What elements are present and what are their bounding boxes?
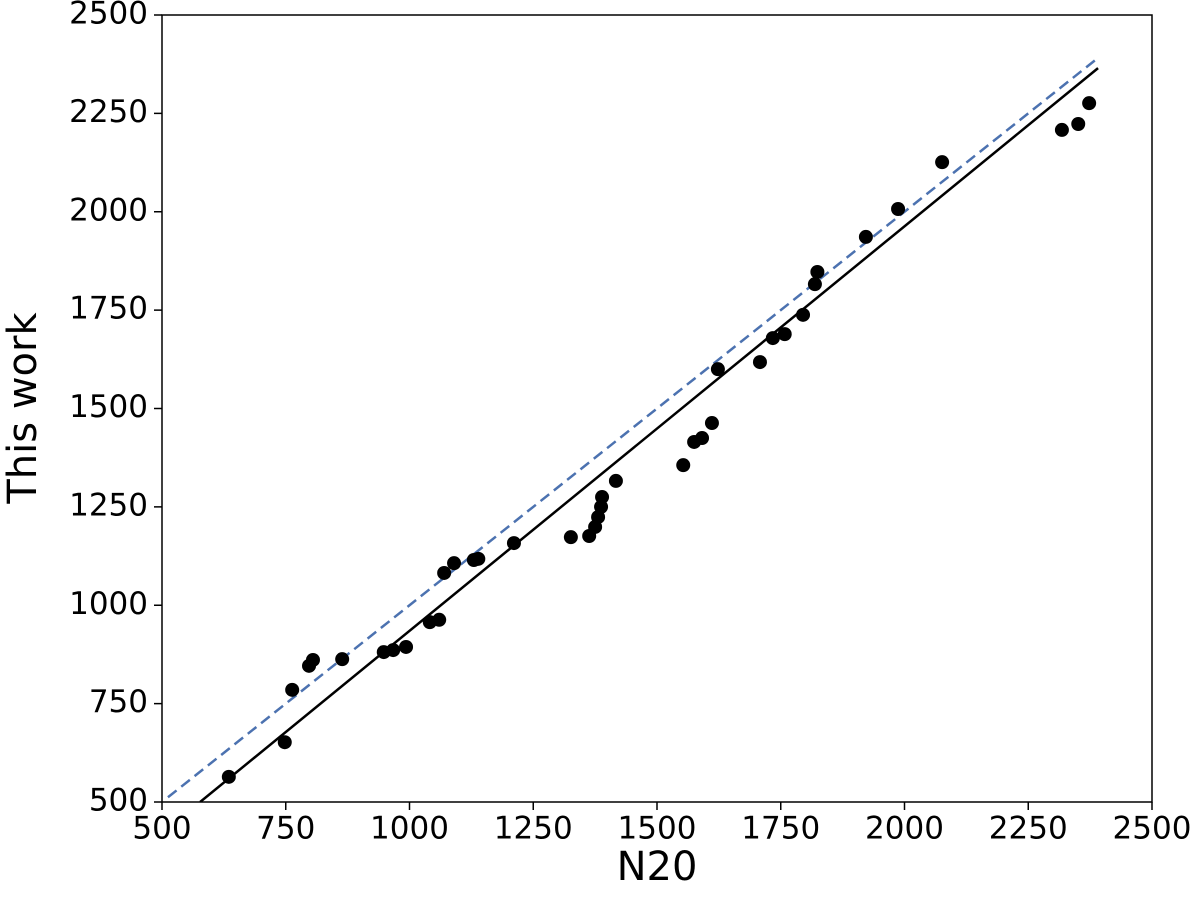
y-tick-label: 1000 [69,586,148,622]
point [305,652,320,667]
y-tick-label: 750 [89,684,148,720]
x-tick-label: 750 [256,811,315,847]
point [447,556,462,571]
x-tick-label: 2500 [1113,811,1192,847]
point [810,264,825,279]
point [695,431,710,446]
point [676,458,691,473]
y-tick-label: 1750 [69,291,148,327]
point [277,735,292,750]
point [221,769,236,784]
point [765,331,780,346]
x-tick-label: 2000 [865,811,944,847]
x-tick-label: 1750 [741,811,820,847]
point [399,639,414,654]
y-tick-label: 1500 [69,389,148,425]
point [777,327,792,342]
x-tick-label: 500 [132,811,191,847]
point [1054,122,1069,137]
point [858,229,873,244]
point [386,643,401,658]
point [595,490,610,505]
point [752,355,767,370]
point [285,682,300,697]
fit-line [167,56,1099,799]
x-tick-label: 1500 [618,811,697,847]
point [935,155,950,170]
x-tick-label: 2250 [989,811,1068,847]
x-tick-label: 1000 [370,811,449,847]
point [796,307,811,322]
y-tick-label: 500 [89,783,148,819]
point [891,201,906,216]
fit-line [199,67,1099,802]
point [807,277,822,292]
x-axis-label: N20 [617,844,698,890]
plot-frame [161,14,1153,803]
point [506,536,521,551]
point [608,473,623,488]
point [704,416,719,431]
point [710,362,725,377]
point [432,612,447,627]
x-tick-label: 1250 [494,811,573,847]
y-tick-label: 2250 [69,94,148,130]
y-tick-label: 2000 [69,192,148,228]
point [1071,116,1086,131]
point [335,652,350,667]
y-tick-label: 1250 [69,487,148,523]
y-axis-label: This work [0,312,46,505]
point [563,530,578,545]
point [1082,96,1097,111]
point [471,551,486,566]
point [437,565,452,580]
y-tick-label: 2500 [69,0,148,32]
